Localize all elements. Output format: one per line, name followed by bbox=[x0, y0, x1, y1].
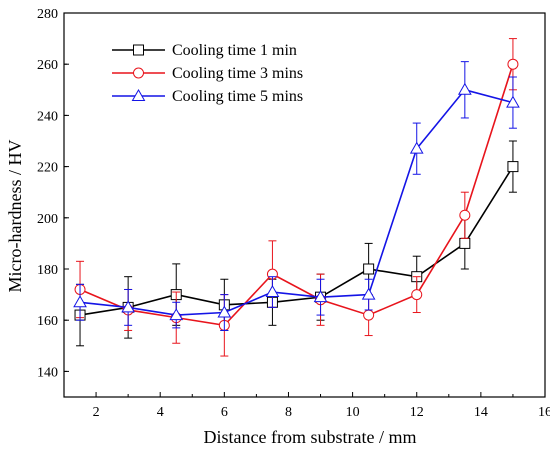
legend-label: Cooling time 1 min bbox=[172, 42, 297, 59]
data-point bbox=[217, 305, 232, 318]
x-tick-label: 10 bbox=[346, 405, 360, 420]
data-point bbox=[313, 290, 328, 303]
x-tick-label: 14 bbox=[474, 405, 488, 420]
plot-area bbox=[63, 12, 546, 398]
legend-label: Cooling time 3 mins bbox=[172, 65, 303, 82]
data-point bbox=[507, 58, 519, 70]
data-point bbox=[73, 295, 87, 308]
legend-marker bbox=[133, 44, 144, 56]
y-tick-label: 160 bbox=[37, 314, 58, 329]
data-point bbox=[507, 161, 519, 173]
data-point bbox=[121, 300, 135, 313]
y-tick-label: 180 bbox=[37, 263, 58, 278]
series-line bbox=[79, 88, 514, 316]
series-layer bbox=[73, 38, 520, 357]
legend: Cooling time 1 min Cooling time 3 mins Coo… bbox=[112, 42, 303, 105]
legend-marker bbox=[133, 67, 144, 79]
data-point bbox=[361, 287, 376, 300]
y-tick-label: 240 bbox=[37, 109, 58, 124]
axis-ticks: 2 4 6 8 10 12 14 16 140 160 180 200 220 240 260 280 bbox=[37, 7, 550, 420]
legend-label: Cooling time 5 mins bbox=[172, 88, 303, 105]
plot-frame bbox=[63, 12, 546, 398]
data-point bbox=[169, 308, 184, 321]
x-tick-label: 8 bbox=[285, 405, 292, 420]
y-tick-label: 280 bbox=[37, 7, 58, 22]
y-tick-label: 200 bbox=[37, 212, 58, 227]
data-point bbox=[265, 285, 280, 298]
x-tick-label: 4 bbox=[157, 405, 164, 420]
data-point bbox=[506, 95, 520, 108]
series-3 bbox=[73, 61, 520, 331]
legend-marker bbox=[131, 88, 146, 101]
x-tick-label: 2 bbox=[93, 405, 100, 420]
series-1 bbox=[74, 140, 519, 347]
x-tick-label: 6 bbox=[221, 405, 228, 420]
series-line bbox=[79, 166, 514, 316]
data-point bbox=[459, 209, 471, 221]
y-tick-label: 260 bbox=[37, 58, 58, 73]
data-point bbox=[409, 141, 424, 154]
data-point bbox=[363, 263, 375, 275]
data-point bbox=[459, 237, 471, 249]
y-tick-label: 140 bbox=[37, 365, 58, 380]
x-tick-label: 12 bbox=[410, 405, 424, 420]
y-axis-title: Micro-hardness / HV bbox=[5, 140, 25, 293]
y-tick-label: 220 bbox=[37, 161, 58, 176]
x-tick-label: 16 bbox=[538, 405, 550, 420]
data-point bbox=[457, 82, 472, 95]
series-line bbox=[79, 63, 514, 327]
series-2 bbox=[74, 38, 519, 357]
data-point bbox=[411, 289, 423, 301]
data-point bbox=[363, 309, 375, 321]
x-axis-title: Distance from substrate / mm bbox=[204, 427, 417, 447]
